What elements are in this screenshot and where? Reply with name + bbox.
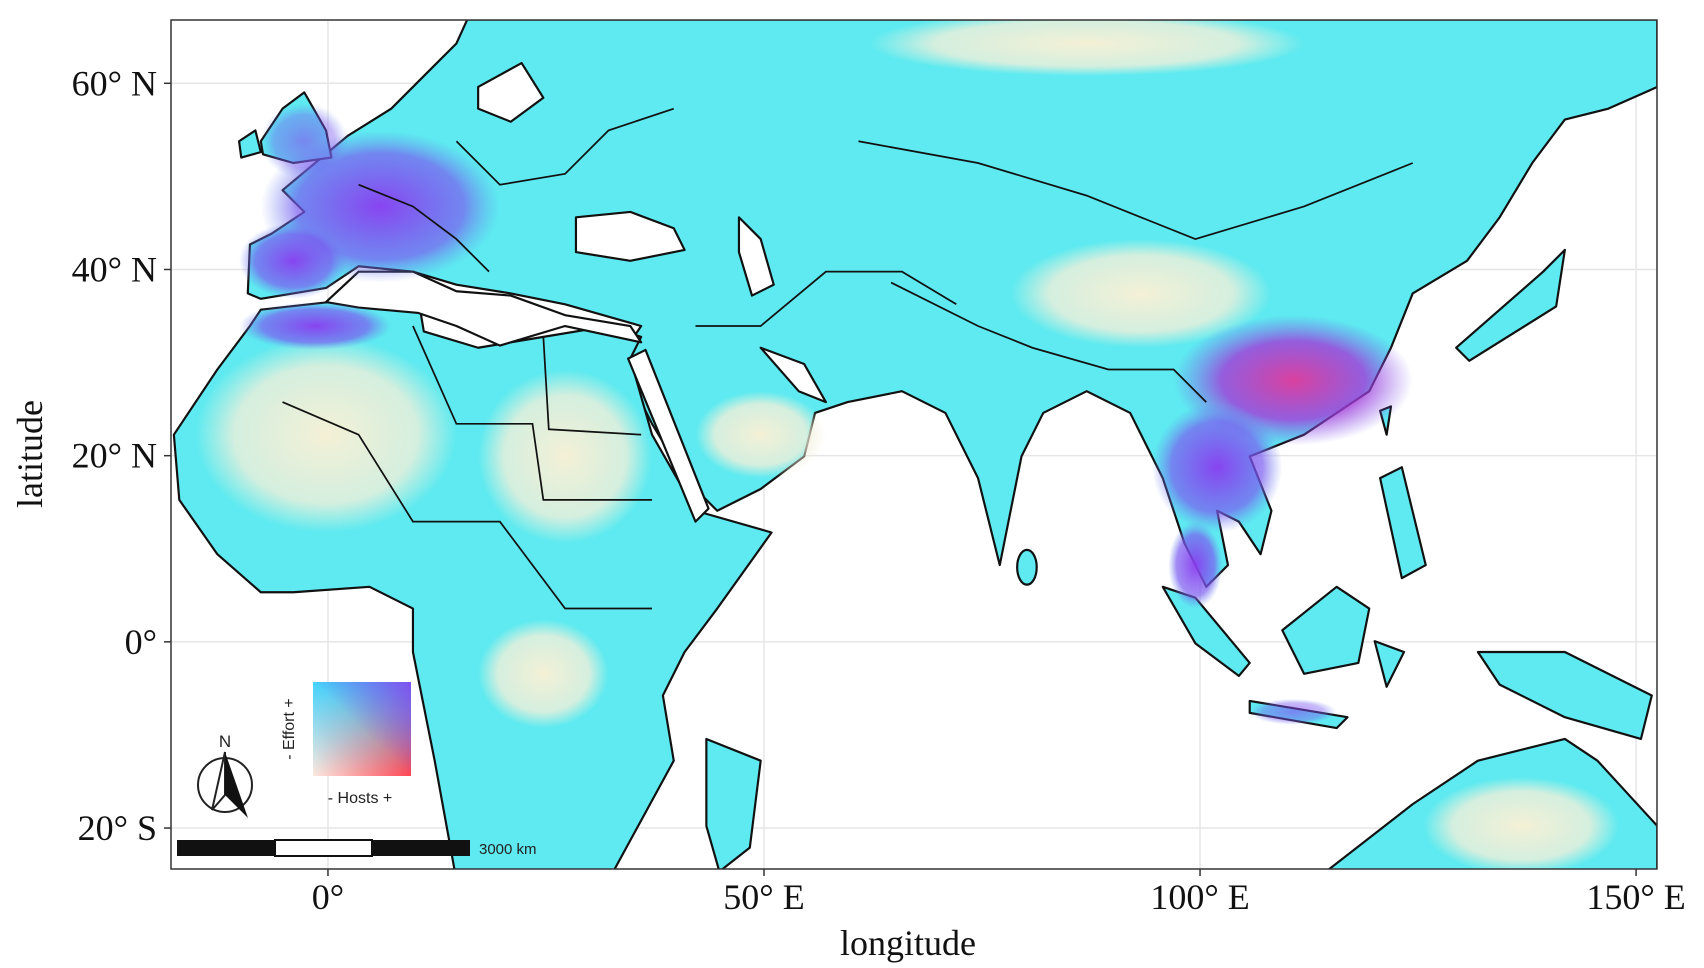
persian-gulf xyxy=(759,346,827,404)
sri-lanka xyxy=(1016,548,1038,586)
scale-bar: 3000 km xyxy=(177,839,537,858)
scale-segment xyxy=(372,840,470,856)
frame xyxy=(170,19,1658,870)
legend-y-label: - Effort + xyxy=(281,698,298,760)
compass-arrow xyxy=(225,752,248,818)
caspian xyxy=(737,216,775,297)
legend-x-label: - Hosts + xyxy=(328,790,392,807)
x-tick-label: 150° E xyxy=(1586,877,1685,917)
compass-label: N xyxy=(219,732,231,751)
y-tick-label: 20° N xyxy=(72,436,157,476)
scale-segment xyxy=(177,840,275,856)
y-tick-label: 0° xyxy=(125,622,157,662)
bivariate-legend: - Effort + - Hosts + xyxy=(281,682,411,807)
y-tick-label: 40° N xyxy=(72,249,157,289)
philippines xyxy=(1379,466,1427,580)
map-area xyxy=(172,20,1657,869)
baltic xyxy=(477,61,545,123)
y-axis-label: latitude xyxy=(10,400,50,508)
japan xyxy=(1455,248,1566,362)
sulawesi xyxy=(1373,640,1406,688)
legend-swatch-overlay xyxy=(313,682,411,776)
hotspots xyxy=(239,103,1413,725)
borneo xyxy=(1281,585,1371,675)
bare-regions xyxy=(195,20,1620,869)
y-tick-label: 60° N xyxy=(72,63,157,103)
mediterranean xyxy=(324,270,643,347)
y-tick-label: 20° S xyxy=(78,808,157,848)
new-guinea xyxy=(1476,650,1653,741)
scale-label: 3000 km xyxy=(479,841,537,858)
borders xyxy=(282,107,1414,610)
black-sea xyxy=(574,210,686,262)
axes: 0° 50° E 100° E 150° E 60° N 40° N 20° N 0° 20° … xyxy=(72,63,1686,917)
x-tick-label: 0° xyxy=(312,877,344,917)
red-sea xyxy=(627,348,710,523)
compass: N xyxy=(197,732,253,818)
x-tick-label: 100° E xyxy=(1150,877,1249,917)
x-axis-label: longitude xyxy=(840,923,976,963)
landmasses xyxy=(172,20,1657,869)
x-tick-label: 50° E xyxy=(723,877,804,917)
ireland xyxy=(237,129,262,159)
scale-segment xyxy=(274,839,373,857)
madagascar xyxy=(705,737,762,869)
